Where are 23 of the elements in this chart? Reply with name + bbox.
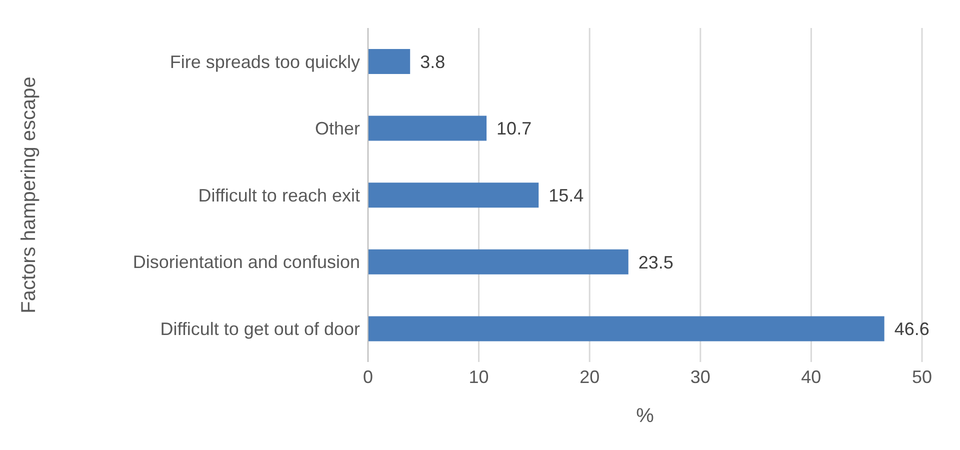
data-label: 46.6 [894, 319, 930, 340]
y-tick-label: Other [314, 118, 360, 139]
y-axis-title: Factors hampering escape [18, 76, 40, 314]
x-tick-label: 40 [801, 366, 822, 387]
bar [368, 182, 539, 208]
data-label: 23.5 [638, 252, 674, 272]
bar [368, 249, 628, 274]
data-label: 10.7 [496, 118, 532, 139]
y-tick-label: Difficult to get out of door [160, 318, 360, 339]
y-tick-label: Difficult to reach exit [198, 185, 360, 206]
x-tick-label: 10 [468, 366, 489, 387]
x-tick-label: 0 [362, 366, 374, 387]
bar [368, 49, 410, 74]
y-tick-label: Fire spreads too quickly [170, 52, 360, 72]
x-axis-title: % [636, 405, 654, 427]
bar [368, 316, 884, 342]
x-tick-label: 30 [690, 366, 710, 387]
bar [368, 116, 487, 141]
y-tick-label: Disorientation and confusion [132, 252, 360, 272]
x-tick-label: 20 [580, 366, 600, 387]
x-tick-label: 50 [912, 366, 932, 387]
data-label: 15.4 [548, 185, 584, 206]
data-label: 3.8 [420, 52, 446, 72]
